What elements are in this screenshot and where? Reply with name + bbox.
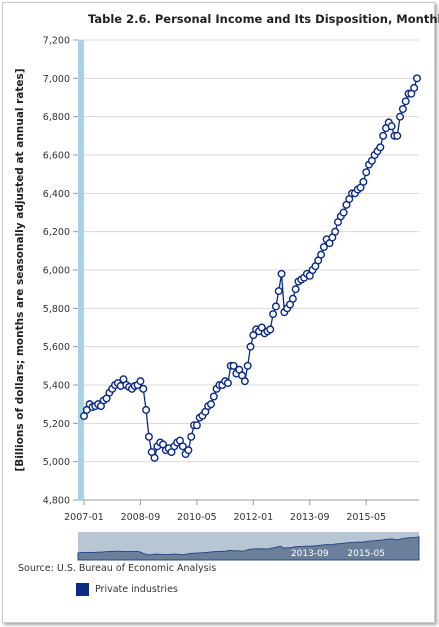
data-point <box>274 287 283 296</box>
chart-title: Table 2.6. Personal Income and Its Dispo… <box>88 12 439 26</box>
data-point <box>410 83 419 92</box>
grid-layer <box>73 39 419 501</box>
data-point <box>277 269 286 278</box>
data-point <box>376 143 385 152</box>
data-point <box>317 250 326 259</box>
data-point <box>209 392 218 401</box>
data-point <box>359 177 368 186</box>
navigator-label: 2013-09 <box>291 549 329 559</box>
x-tick-labels: 2007-01 2008-09 2010-05 2012-01 2013-09 2015-… <box>64 500 386 523</box>
data-point <box>398 104 407 113</box>
x-tick-label: 2010-05 <box>177 512 217 523</box>
data-point <box>401 97 410 106</box>
data-point <box>393 131 402 140</box>
y-tick-label: 5,200 <box>43 419 70 430</box>
data-point <box>139 384 148 393</box>
plot-left-band <box>78 40 84 500</box>
legend-label[interactable]: Private industries <box>95 584 178 595</box>
data-point <box>266 325 275 334</box>
data-point <box>387 122 396 131</box>
y-tick-labels: 4,800 5,000 5,200 5,400 5,600 5,800 6,000 6,200… <box>43 36 70 507</box>
range-navigator[interactable]: 2013-09 2015-05 <box>77 532 420 561</box>
chart-frame <box>2 2 435 623</box>
y-tick-label: 6,000 <box>43 266 70 277</box>
x-tick-label: 2013-09 <box>290 512 330 523</box>
data-point <box>184 446 193 455</box>
y-tick-label: 6,200 <box>43 227 70 238</box>
series-line-private-industries <box>83 78 418 460</box>
data-point <box>142 405 151 414</box>
data-point <box>288 294 297 303</box>
data-point <box>379 131 388 140</box>
y-tick-label: 7,200 <box>43 36 70 47</box>
data-points <box>79 74 422 462</box>
data-point <box>243 361 252 370</box>
y-tick-label: 5,000 <box>43 457 70 468</box>
data-point <box>187 432 196 441</box>
y-tick-label: 4,800 <box>43 496 70 507</box>
data-point <box>229 361 238 370</box>
data-point <box>319 242 328 251</box>
y-tick-label: 7,000 <box>43 74 70 85</box>
data-point <box>362 168 371 177</box>
data-point <box>206 400 215 409</box>
data-point <box>291 285 300 294</box>
y-tick-label: 5,600 <box>43 342 70 353</box>
navigator-labels: 2013-09 2015-05 <box>291 549 385 559</box>
legend-swatch <box>76 583 89 596</box>
data-point <box>150 453 159 462</box>
data-point <box>240 377 249 386</box>
legend[interactable]: Private industries <box>76 583 178 596</box>
data-point <box>271 302 280 311</box>
navigator-area <box>77 536 420 561</box>
source-note: Source: U.S. Bureau of Economic Analysis <box>18 563 217 574</box>
data-point <box>136 377 145 386</box>
data-point <box>396 112 405 121</box>
y-tick-label: 5,400 <box>43 381 70 392</box>
data-point <box>144 432 153 441</box>
data-point <box>178 442 187 451</box>
x-tick-label: 2007-01 <box>64 512 104 523</box>
data-point <box>339 208 348 217</box>
data-point <box>269 310 278 319</box>
data-point <box>192 421 201 430</box>
data-point <box>331 227 340 236</box>
data-point <box>246 342 255 351</box>
navigator-label: 2015-05 <box>347 549 385 559</box>
y-tick-label: 6,400 <box>43 189 70 200</box>
y-tick-label: 5,800 <box>43 304 70 315</box>
y-tick-label: 6,800 <box>43 112 70 123</box>
x-tick-label: 2015-05 <box>346 512 386 523</box>
x-tick-label: 2012-01 <box>233 512 273 523</box>
data-point <box>223 379 232 388</box>
data-point <box>413 74 422 83</box>
x-tick-label: 2008-09 <box>121 512 161 523</box>
y-tick-label: 6,600 <box>43 151 70 162</box>
